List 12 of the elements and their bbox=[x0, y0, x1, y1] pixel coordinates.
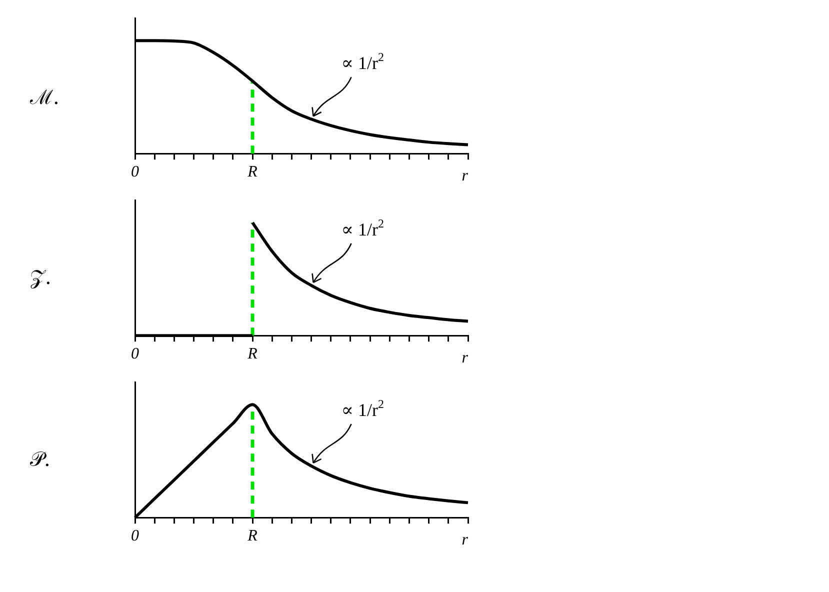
x-tick-label: 0 bbox=[131, 345, 139, 362]
x-axis-title: r bbox=[462, 350, 469, 367]
text: 𝒫. bbox=[30, 447, 50, 471]
x-axis-title: r bbox=[462, 532, 469, 549]
x-tick-label: R bbox=[246, 163, 258, 180]
x-axis-title: r bbox=[462, 168, 469, 185]
x-tick-label: 0 bbox=[131, 527, 139, 544]
x-tick-label: R bbox=[246, 527, 258, 544]
text: ℳ. bbox=[30, 84, 60, 110]
x-tick-label: 0 bbox=[131, 163, 139, 180]
text: 𝒵. bbox=[30, 265, 52, 289]
x-tick-label: R bbox=[246, 345, 258, 362]
